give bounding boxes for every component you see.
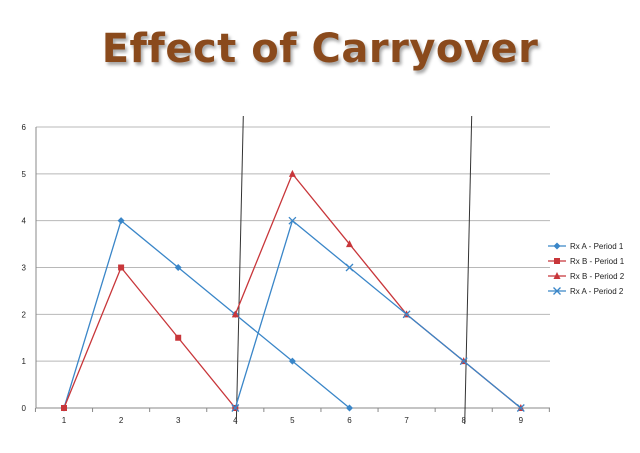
legend-swatch-marker <box>553 287 561 295</box>
series-2-point <box>61 405 67 411</box>
legend-label: Rx B - Period 1 <box>570 257 625 266</box>
y-tick-label: 2 <box>22 310 27 319</box>
x-tick-label: 2 <box>119 416 124 425</box>
x-tick-label: 1 <box>62 416 67 425</box>
x-tick-label: 9 <box>519 416 524 425</box>
x-tick-label: 4 <box>233 416 238 425</box>
y-tick-label: 3 <box>22 264 27 273</box>
y-tick-label: 1 <box>22 357 27 366</box>
series-1-point <box>288 357 296 365</box>
x-tick-label: 8 <box>461 416 466 425</box>
series-2-point <box>118 264 125 271</box>
x-tick-label: 7 <box>404 416 409 425</box>
series-1-point <box>346 404 353 412</box>
series-3-point <box>288 169 296 177</box>
legend-swatch-marker <box>553 272 561 279</box>
x-tick-label: 5 <box>290 416 295 425</box>
y-tick-label: 5 <box>22 170 27 179</box>
series-4-point <box>288 216 297 225</box>
period-divider-line <box>235 115 244 425</box>
legend-swatch-marker <box>554 258 560 264</box>
series-4-point <box>402 310 411 319</box>
legend-label: Rx A - Period 2 <box>570 287 624 296</box>
legend-label: Rx B - Period 2 <box>570 272 625 281</box>
series-4-point <box>231 404 240 412</box>
series-2-point <box>175 334 182 341</box>
legend-swatch-marker <box>553 242 561 250</box>
series-line-1 <box>63 219 350 409</box>
series-4-point <box>459 357 468 366</box>
series-3-point <box>346 240 353 248</box>
period-divider-line <box>464 115 473 425</box>
legend-label: Rx A - Period 1 <box>570 242 624 251</box>
series-4-point <box>516 404 525 412</box>
y-tick-label: 6 <box>22 123 27 132</box>
series-4-point <box>345 263 354 272</box>
series-3-point <box>231 310 239 318</box>
x-tick-label: 6 <box>347 416 352 425</box>
slide-title: Effect of Carryover <box>101 26 539 72</box>
series-line-2 <box>63 266 236 409</box>
series-line-4 <box>234 219 522 409</box>
x-tick-label: 3 <box>176 416 181 425</box>
series-1-point <box>174 264 182 271</box>
series-1-point <box>117 217 125 225</box>
y-tick-label: 0 <box>22 404 27 413</box>
y-tick-label: 4 <box>22 217 27 226</box>
